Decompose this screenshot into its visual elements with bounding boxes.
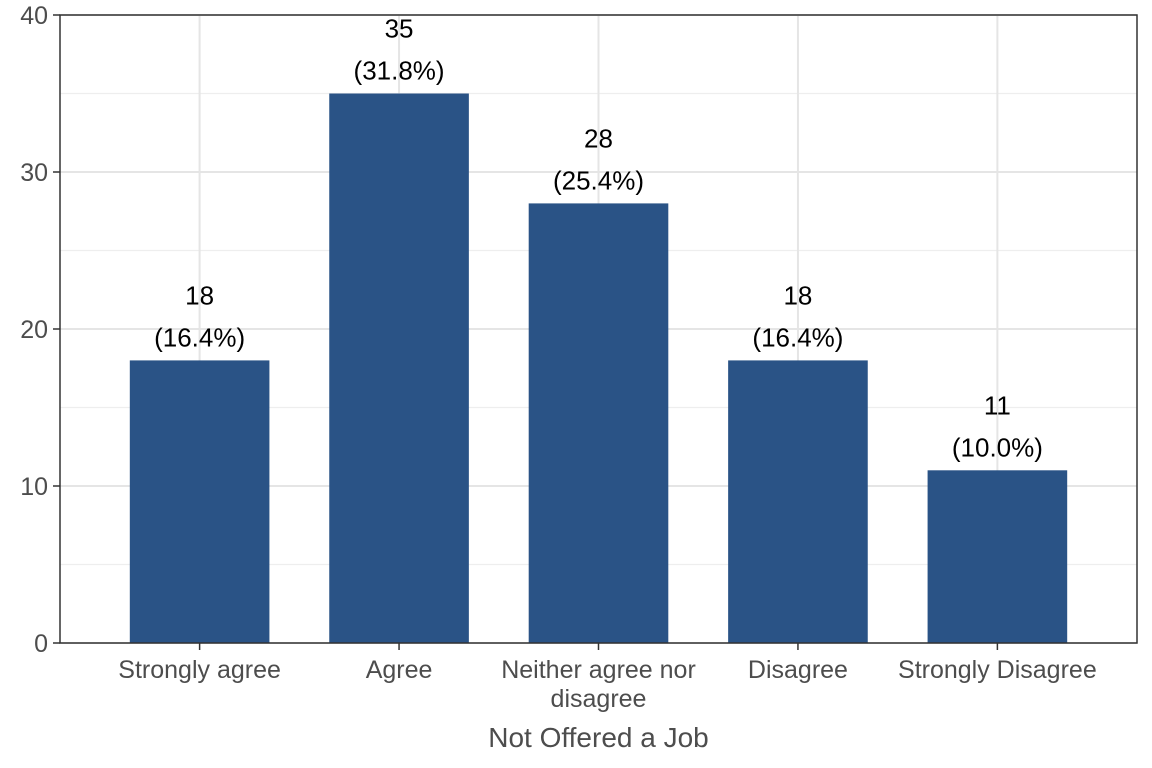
x-tick-label: Strongly agree bbox=[118, 656, 281, 684]
x-tick-label: Agree bbox=[366, 656, 433, 684]
y-axis: 0 10 20 30 40 bbox=[20, 2, 60, 658]
y-tick-label: 40 bbox=[20, 2, 48, 30]
bar-value-label: 18 bbox=[783, 280, 812, 310]
bar-value-label: 18 bbox=[185, 280, 214, 310]
x-tick-label: Disagree bbox=[748, 656, 848, 684]
bars bbox=[129, 93, 1068, 643]
bar-value-label: 35 bbox=[385, 14, 414, 44]
bar-percent-label: (25.4%) bbox=[553, 165, 644, 195]
y-tick-label: 10 bbox=[20, 473, 48, 501]
bar-percent-label: (16.4%) bbox=[154, 322, 245, 352]
bar bbox=[528, 203, 669, 643]
y-tick-label: 30 bbox=[20, 159, 48, 187]
bar-percent-label: (10.0%) bbox=[952, 432, 1043, 462]
x-tick-label: Neither agree nor bbox=[501, 656, 696, 684]
bar bbox=[927, 470, 1068, 643]
bar-percent-label: (31.8%) bbox=[354, 56, 445, 86]
bar bbox=[329, 93, 469, 643]
x-axis: Strongly agree Agree Neither agree nordisa… bbox=[118, 643, 1097, 713]
x-axis-title: Not Offered a Job bbox=[488, 722, 709, 753]
data-labels: 18 (16.4%) 35 (31.8%) 28 (25.4%) 18 (16.4%) 11 (1… bbox=[154, 14, 1043, 463]
x-tick-label: disagree bbox=[551, 685, 647, 713]
bar bbox=[129, 360, 270, 643]
bar-value-label: 11 bbox=[984, 390, 1011, 420]
y-tick-label: 20 bbox=[20, 316, 48, 344]
bar-percent-label: (16.4%) bbox=[752, 322, 843, 352]
bar bbox=[728, 360, 868, 643]
x-tick-label: Strongly Disagree bbox=[898, 656, 1097, 684]
y-tick-label: 0 bbox=[34, 630, 48, 658]
bar-value-label: 28 bbox=[584, 123, 613, 153]
